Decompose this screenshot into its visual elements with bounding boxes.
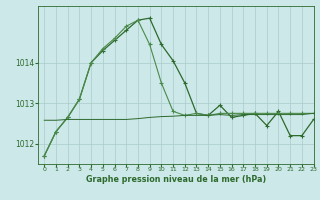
- X-axis label: Graphe pression niveau de la mer (hPa): Graphe pression niveau de la mer (hPa): [86, 175, 266, 184]
